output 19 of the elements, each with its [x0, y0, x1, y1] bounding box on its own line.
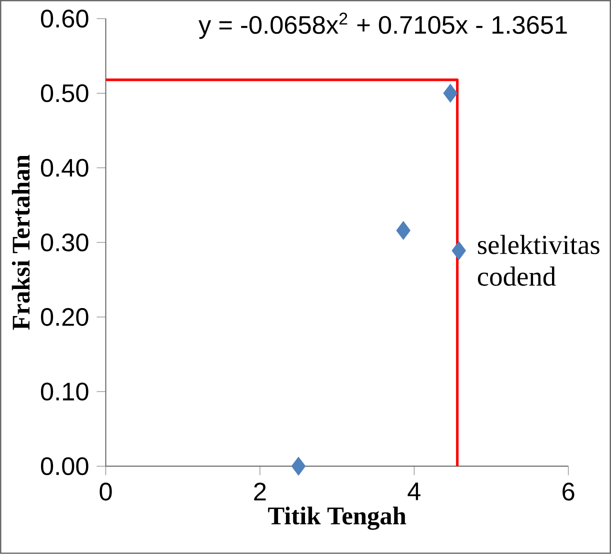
- y-axis-title: Fraksi Tertahan: [12, 154, 30, 330]
- x-tick-label: 6: [562, 482, 574, 501]
- point: [443, 84, 458, 103]
- y-tick-label: 0.40: [40, 158, 88, 177]
- point: [452, 241, 466, 260]
- y-tick-label: 0.60: [40, 10, 88, 28]
- point: [396, 221, 410, 240]
- y-tick-label: 0.20: [40, 308, 88, 326]
- point: [291, 456, 306, 476]
- y-tick-label: 0.00: [40, 457, 88, 476]
- annotation: selektivitas codend: [478, 234, 600, 286]
- y-tick-label: 0.30: [40, 233, 88, 252]
- y-tick-label: 0.10: [40, 382, 88, 401]
- x-axis-title: Titik Tengah: [268, 506, 406, 530]
- y-tick-label: 0.50: [40, 84, 88, 102]
- x-tick-label: 0: [100, 482, 112, 501]
- annotation: y = -0.0658x$^{2}$ + 0.7105x - 1.3651: [198, 12, 567, 39]
- x-tick-label: 2: [254, 482, 266, 500]
- x-tick-label: 4: [408, 482, 420, 500]
